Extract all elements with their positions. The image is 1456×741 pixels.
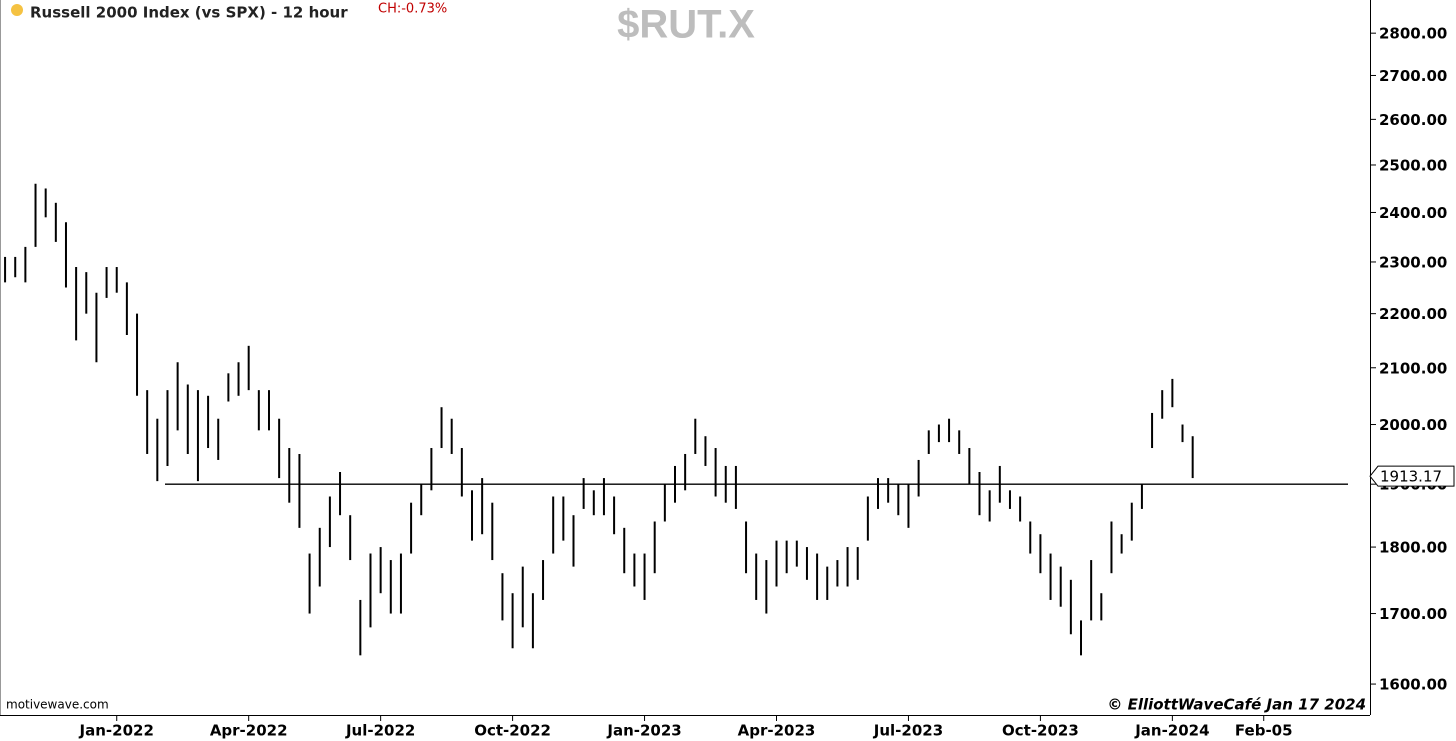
y-tick-label: 2200.00 [1379, 305, 1447, 323]
y-tick-label: 2800.00 [1379, 25, 1447, 43]
y-tick-label: 2600.00 [1379, 111, 1447, 129]
x-tick-label: Oct-2022 [474, 722, 551, 740]
y-tick-label: 1700.00 [1379, 605, 1447, 623]
y-tick-label: 2400.00 [1379, 204, 1447, 222]
y-tick-label: 2100.00 [1379, 359, 1447, 377]
y-tick-label: 2300.00 [1379, 253, 1447, 271]
x-tick-label: Feb-05 [1235, 722, 1293, 740]
y-tick-label: 2700.00 [1379, 67, 1447, 85]
y-tick-label: 1800.00 [1379, 539, 1447, 557]
x-tick-label: Apr-2023 [738, 722, 816, 740]
last-price-label: 1913.17 [1380, 468, 1442, 486]
x-tick-label: Jul-2023 [873, 722, 943, 740]
source: motivewave.com [6, 698, 109, 712]
last-price-box [1369, 465, 1455, 487]
x-tick-label: Jan-2024 [1134, 722, 1209, 740]
x-tick-label: Jan-2022 [79, 722, 154, 740]
y-tick-label: 1600.00 [1379, 676, 1447, 694]
y-tick-label: 2000.00 [1379, 416, 1447, 434]
change-label: CH:-0.73% [378, 2, 447, 17]
symbol-watermark: $RUT.X [617, 3, 755, 47]
x-tick-label: Jan-2023 [606, 722, 681, 740]
y-tick-label: 2500.00 [1379, 156, 1447, 174]
x-tick-label: Jul-2022 [345, 722, 415, 740]
status-dot [11, 4, 23, 16]
chart-title: Russell 2000 Index (vs SPX) - 12 hour [30, 4, 348, 22]
credit: © ElliottWaveCafé Jan 17 2024 [1107, 696, 1366, 714]
x-tick-label: Apr-2022 [210, 722, 288, 740]
x-tick-label: Oct-2023 [1002, 722, 1079, 740]
